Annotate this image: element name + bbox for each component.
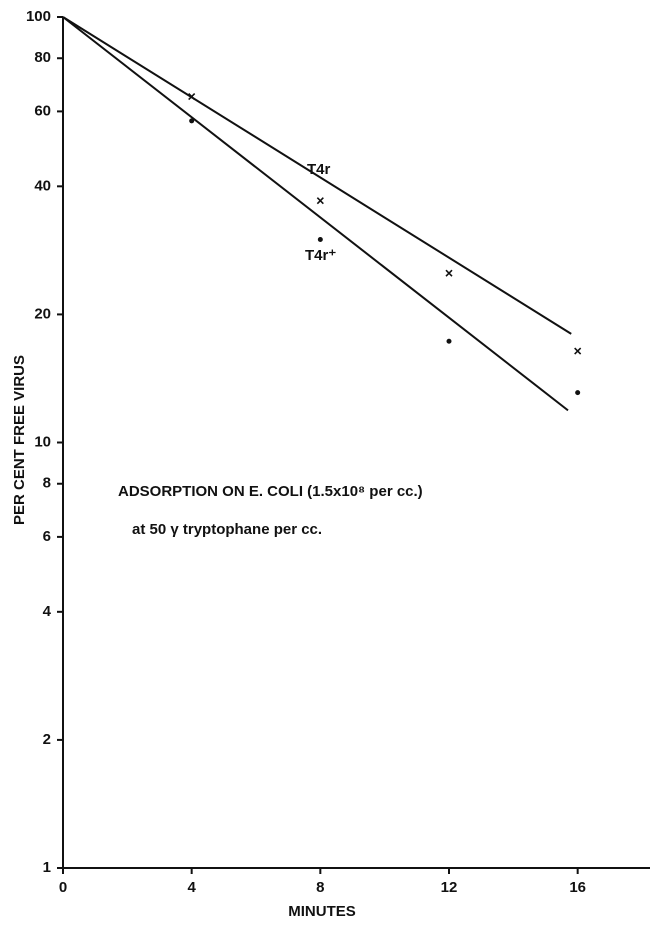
y-tick-label: 8 (43, 475, 51, 492)
point (189, 118, 195, 124)
fit-line (62, 16, 572, 335)
x-axis-label: MINUTES (288, 903, 356, 920)
point (574, 347, 582, 355)
y-tick-label: 20 (34, 305, 51, 322)
x-tick-label: 0 (59, 879, 67, 896)
x-tick-label: 12 (441, 879, 458, 896)
y-tick-label: 60 (34, 102, 51, 119)
y-tick-label: 10 (34, 433, 51, 450)
point (575, 390, 581, 396)
series-label: T4r⁺ (305, 247, 336, 264)
point (188, 93, 196, 101)
x-tick-label: 16 (569, 879, 586, 896)
point (445, 269, 453, 277)
point (316, 197, 324, 205)
y-tick-label: 80 (34, 49, 51, 66)
y-tick-label: 1 (43, 859, 51, 876)
x-tick-label: 4 (187, 879, 196, 896)
point (446, 338, 452, 344)
y-tick-label: 4 (43, 603, 52, 620)
annotation: ADSORPTION ON E. COLI (1.5x10⁸ per cc.) (118, 483, 423, 500)
y-axis-label: PER CENT FREE VIRUS (11, 355, 28, 525)
fit-line (62, 16, 569, 412)
series-label: T4r (307, 161, 331, 178)
point (317, 236, 323, 242)
y-tick-label: 6 (43, 528, 51, 545)
y-tick-label: 2 (43, 731, 51, 748)
annotation: at 50 γ tryptophane per cc. (132, 521, 322, 538)
y-tick-label: 40 (34, 177, 51, 194)
y-tick-label: 100 (26, 8, 51, 25)
x-tick-label: 8 (316, 879, 324, 896)
